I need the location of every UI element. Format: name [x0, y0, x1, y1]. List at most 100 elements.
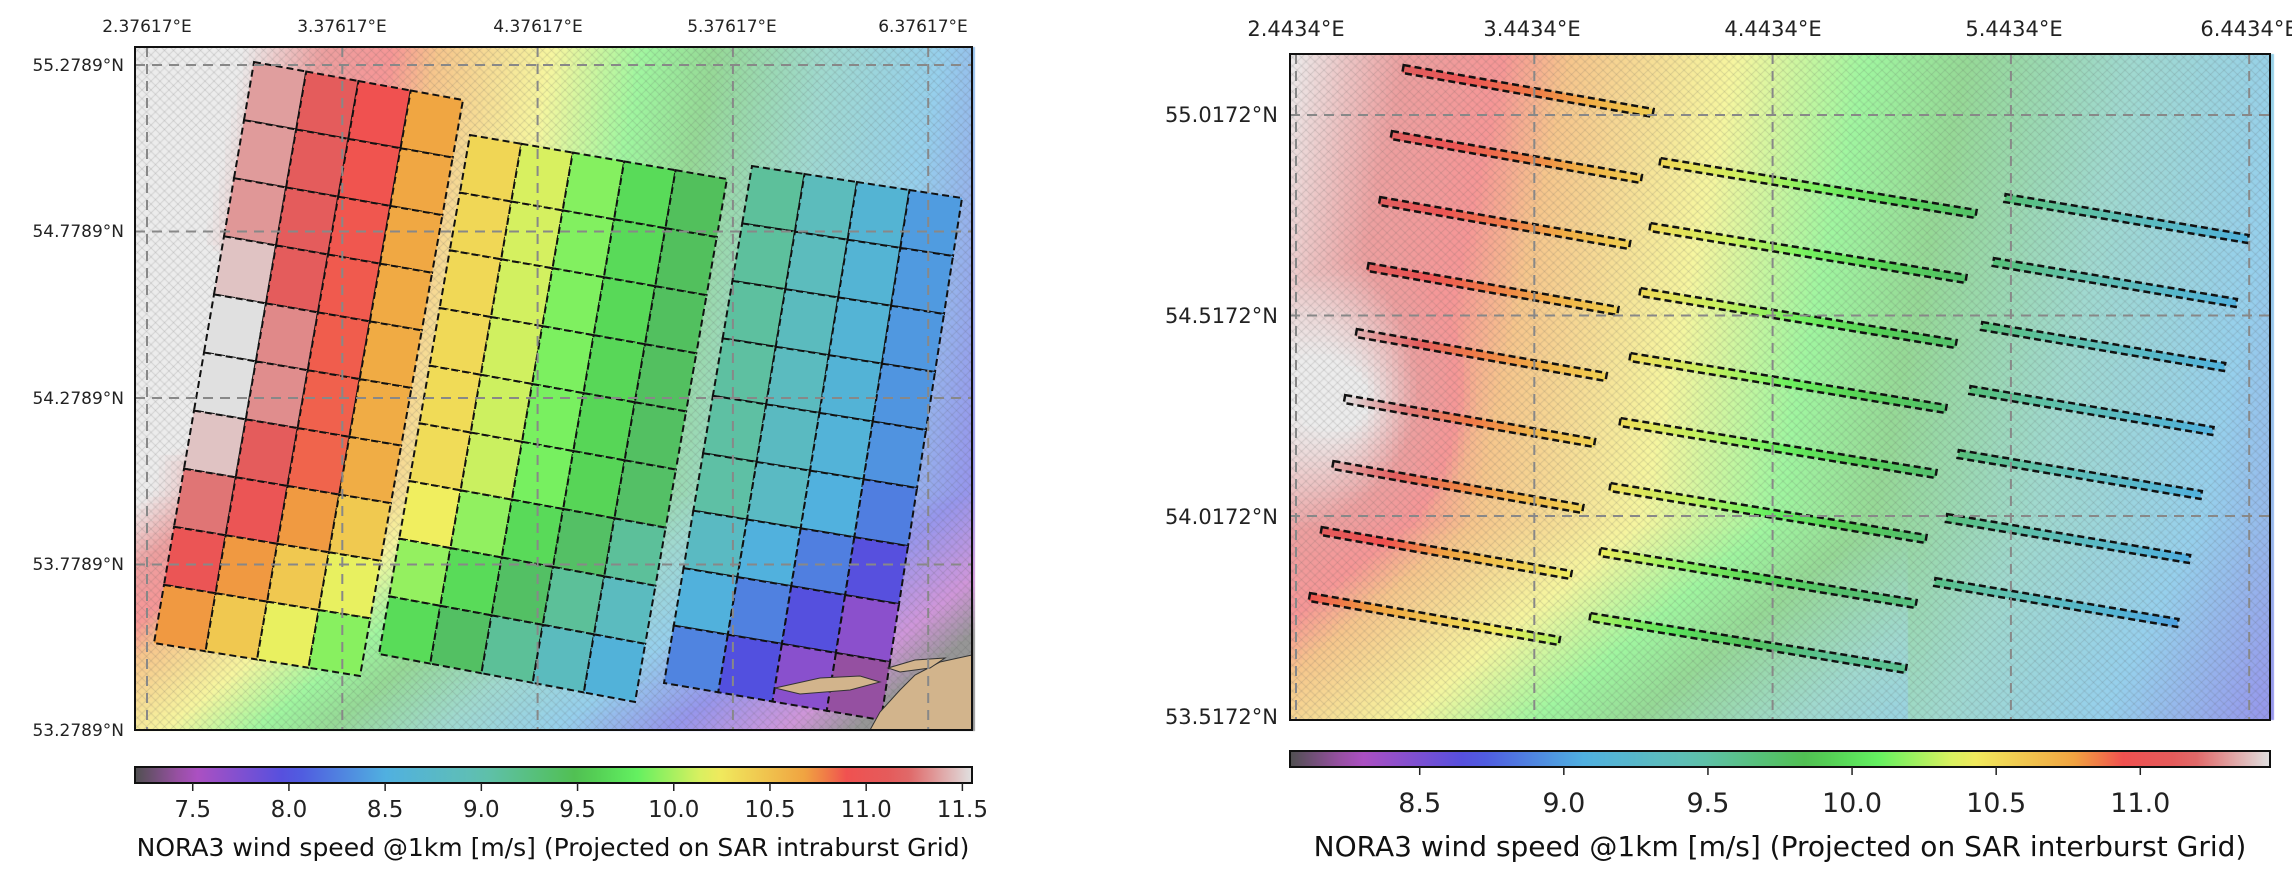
grid-cell [224, 476, 289, 545]
lat-label: 55.0172°N [1165, 103, 1278, 127]
interburst-strip [1627, 351, 1949, 415]
grid-cell [242, 60, 308, 131]
grid-cell [561, 151, 626, 221]
grid-cell [837, 238, 902, 307]
colorbar-tick-label: 10.0 [648, 797, 699, 823]
interburst-strip [1617, 416, 1939, 480]
right-lat-labels: 55.0172°N 54.5172°N 54.0172°N 53.5172°N [1165, 103, 1278, 729]
grid-cell [255, 600, 320, 669]
lat-label: 55.2789°N [32, 56, 124, 76]
grid-cell [602, 218, 667, 288]
lat-label: 53.5172°N [1165, 705, 1278, 729]
grid-cell [296, 369, 361, 439]
left-colorbar-label: NORA3 wind speed @1km [m/s] (Projected o… [137, 833, 970, 862]
grid-cell [541, 267, 606, 337]
right-colorbar-label: NORA3 wind speed @1km [m/s] (Projected o… [1314, 830, 2247, 863]
grid-cell [214, 534, 279, 603]
grid-cell [731, 222, 797, 291]
grid-cell [480, 614, 544, 684]
interburst-strip [1647, 221, 1969, 285]
grid-cell [202, 293, 268, 363]
grid-cell [244, 360, 309, 430]
lon-label: 6.37617°E [878, 17, 968, 37]
grid-cell [582, 633, 647, 704]
lat-label: 54.7789°N [32, 222, 124, 242]
grid-cell [172, 467, 237, 537]
colorbar-tick-label: 8.0 [271, 797, 308, 823]
grid-cell [317, 551, 382, 620]
grid-cell [348, 377, 413, 447]
grid-cell [827, 296, 893, 365]
right-colorbar [1289, 750, 2271, 768]
interburst-strip [1318, 525, 1574, 581]
grid-cell [520, 382, 585, 453]
grid-cell [592, 276, 657, 346]
grid-cell [871, 362, 937, 432]
colorbar-tick-label: 11.0 [841, 797, 892, 823]
colorbar-tick-label: 9.5 [1686, 788, 1729, 819]
interburst-strip [1956, 448, 2204, 501]
lon-label: 3.37617°E [297, 17, 387, 37]
grid-cell [234, 418, 299, 488]
grid-cell [162, 525, 227, 595]
grid-cell [358, 320, 423, 390]
grid-cell [561, 449, 626, 520]
grid-cell [316, 253, 382, 323]
left-colorbar-ticks: 7.5 8.0 8.5 9.0 9.5 10.0 10.5 11.0 11.5 [174, 783, 988, 823]
grid-cell [337, 137, 402, 208]
interburst-strip [1389, 129, 1644, 185]
grid-cell [633, 343, 698, 413]
grid-cell [469, 373, 534, 443]
grid-cell [438, 249, 503, 319]
colorbar-tick-label: 9.0 [1542, 788, 1585, 819]
grid-cell [398, 479, 462, 550]
grid-cell [692, 452, 758, 521]
grid-cell [284, 128, 350, 198]
grid-cell [793, 172, 859, 241]
grid-cell [711, 337, 777, 406]
lon-label: 2.37617°E [102, 17, 192, 37]
left-colorbar [134, 766, 973, 784]
grid-cell [459, 431, 524, 501]
grid-cell [295, 70, 360, 141]
grid-cell [612, 160, 677, 230]
grid-cell [755, 403, 821, 472]
grid-cell [774, 288, 840, 357]
lon-label: 5.37617°E [687, 17, 777, 37]
grid-cell [377, 595, 442, 665]
interburst-strip [1400, 63, 1656, 119]
grid-cell [347, 79, 412, 150]
grid-cell [286, 426, 351, 496]
grid-cell [853, 478, 919, 548]
left-lon-labels: 2.37617°E 3.37617°E 4.37617°E 5.37617°E … [102, 17, 968, 37]
lat-label: 54.2789°N [32, 389, 124, 409]
grid-cell [582, 334, 647, 404]
right-map-frame [1289, 53, 2271, 721]
grid-cell [479, 315, 544, 386]
island [886, 657, 947, 673]
grid-cell [818, 354, 884, 423]
interburst-strip [1932, 576, 2180, 629]
grid-cell [531, 324, 595, 395]
grid-cell [765, 345, 830, 415]
grid-cell [192, 351, 258, 421]
grid-cell [741, 164, 806, 233]
grid-cell [846, 180, 911, 250]
grid-cell [736, 518, 802, 588]
grid-cell [264, 244, 330, 314]
grid-cell [449, 489, 514, 559]
grid-cell [500, 498, 565, 569]
grid-cell [399, 89, 465, 159]
grid-cell [458, 133, 523, 203]
grid-cell [489, 258, 554, 328]
grid-cell [664, 169, 729, 239]
grid-cell [326, 195, 392, 265]
grid-cell [531, 623, 596, 694]
grid-cell [623, 401, 688, 471]
interburst-strip [1587, 611, 1909, 675]
colorbar-tick-label: 7.5 [174, 797, 211, 823]
grid-cell [428, 306, 493, 376]
left-lat-labels: 55.2789°N 54.7789°N 54.2789°N 53.7789°N … [32, 56, 124, 741]
interburst-strip [1607, 481, 1929, 545]
